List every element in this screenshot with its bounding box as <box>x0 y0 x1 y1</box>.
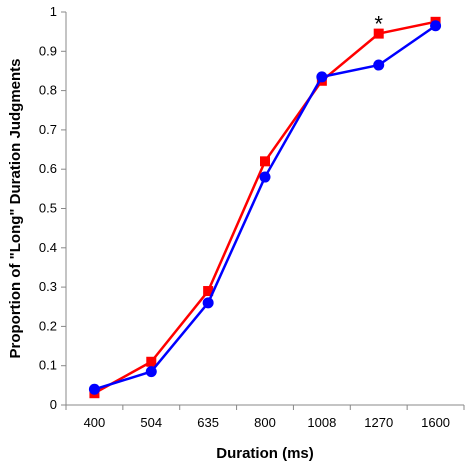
series-2-point <box>88 383 100 395</box>
series-1-point <box>260 156 270 167</box>
x-axis-title: Duration (ms) <box>216 445 314 462</box>
series-2-line <box>94 24 437 391</box>
y-axis: 0 0.1 0.2 0.3 0.4 0.5 0.6 0.7 0.8 0.9 1 <box>39 4 67 412</box>
significance-asterisk: * <box>374 12 383 37</box>
annotation-layer: * <box>374 12 383 37</box>
y-tick-label: 0.9 <box>39 43 57 58</box>
y-tick-label: 0.7 <box>39 122 57 137</box>
series-2-point <box>430 20 442 32</box>
series-1-line <box>93 20 436 395</box>
x-tick-label: 400 <box>84 415 106 430</box>
x-tick-label: 1600 <box>421 415 450 430</box>
x-axis: 400 504 635 800 1008 1270 1600 <box>65 404 465 430</box>
x-tick-label: 1270 <box>364 415 393 430</box>
series-1-point <box>146 356 157 367</box>
y-tick-label: 1 <box>50 4 57 19</box>
y-tick-label: 0 <box>50 397 57 412</box>
y-tick-label: 0.1 <box>39 358 57 373</box>
y-tick-label: 0.6 <box>39 161 57 176</box>
series-2-point <box>316 71 328 83</box>
x-tick-label: 504 <box>140 415 162 430</box>
series-2-point <box>202 297 214 309</box>
y-tick-label: 0.8 <box>39 83 57 98</box>
series-layer <box>88 16 442 399</box>
series-2-point <box>373 59 385 71</box>
y-tick-label: 0.5 <box>39 201 57 216</box>
x-tick-label: 800 <box>254 415 276 430</box>
series-2-point <box>145 366 157 378</box>
x-tick-label: 635 <box>197 415 219 430</box>
series-1-point <box>203 286 214 297</box>
y-axis-title: Proportion of "Long" Duration Judgments <box>7 58 24 358</box>
series-2-point <box>259 171 271 183</box>
x-tick-label: 1008 <box>307 415 336 430</box>
y-tick-label: 0.2 <box>39 318 57 333</box>
y-tick-label: 0.3 <box>39 279 57 294</box>
series-1-point <box>373 28 384 39</box>
y-tick-label: 0.4 <box>39 240 57 255</box>
